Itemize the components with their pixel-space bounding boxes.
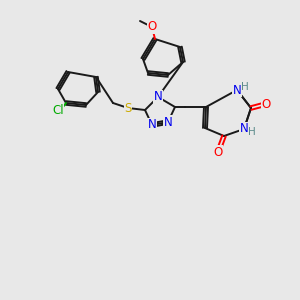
Text: O: O [213,146,223,158]
Text: O: O [147,20,157,34]
Text: S: S [124,101,132,115]
Text: N: N [148,118,156,131]
Text: Cl: Cl [52,104,64,118]
Text: H: H [248,127,256,137]
Text: O: O [261,98,271,110]
Text: N: N [164,116,172,128]
Text: N: N [154,91,162,103]
Text: H: H [241,82,249,92]
Text: N: N [232,83,242,97]
Text: N: N [240,122,248,136]
